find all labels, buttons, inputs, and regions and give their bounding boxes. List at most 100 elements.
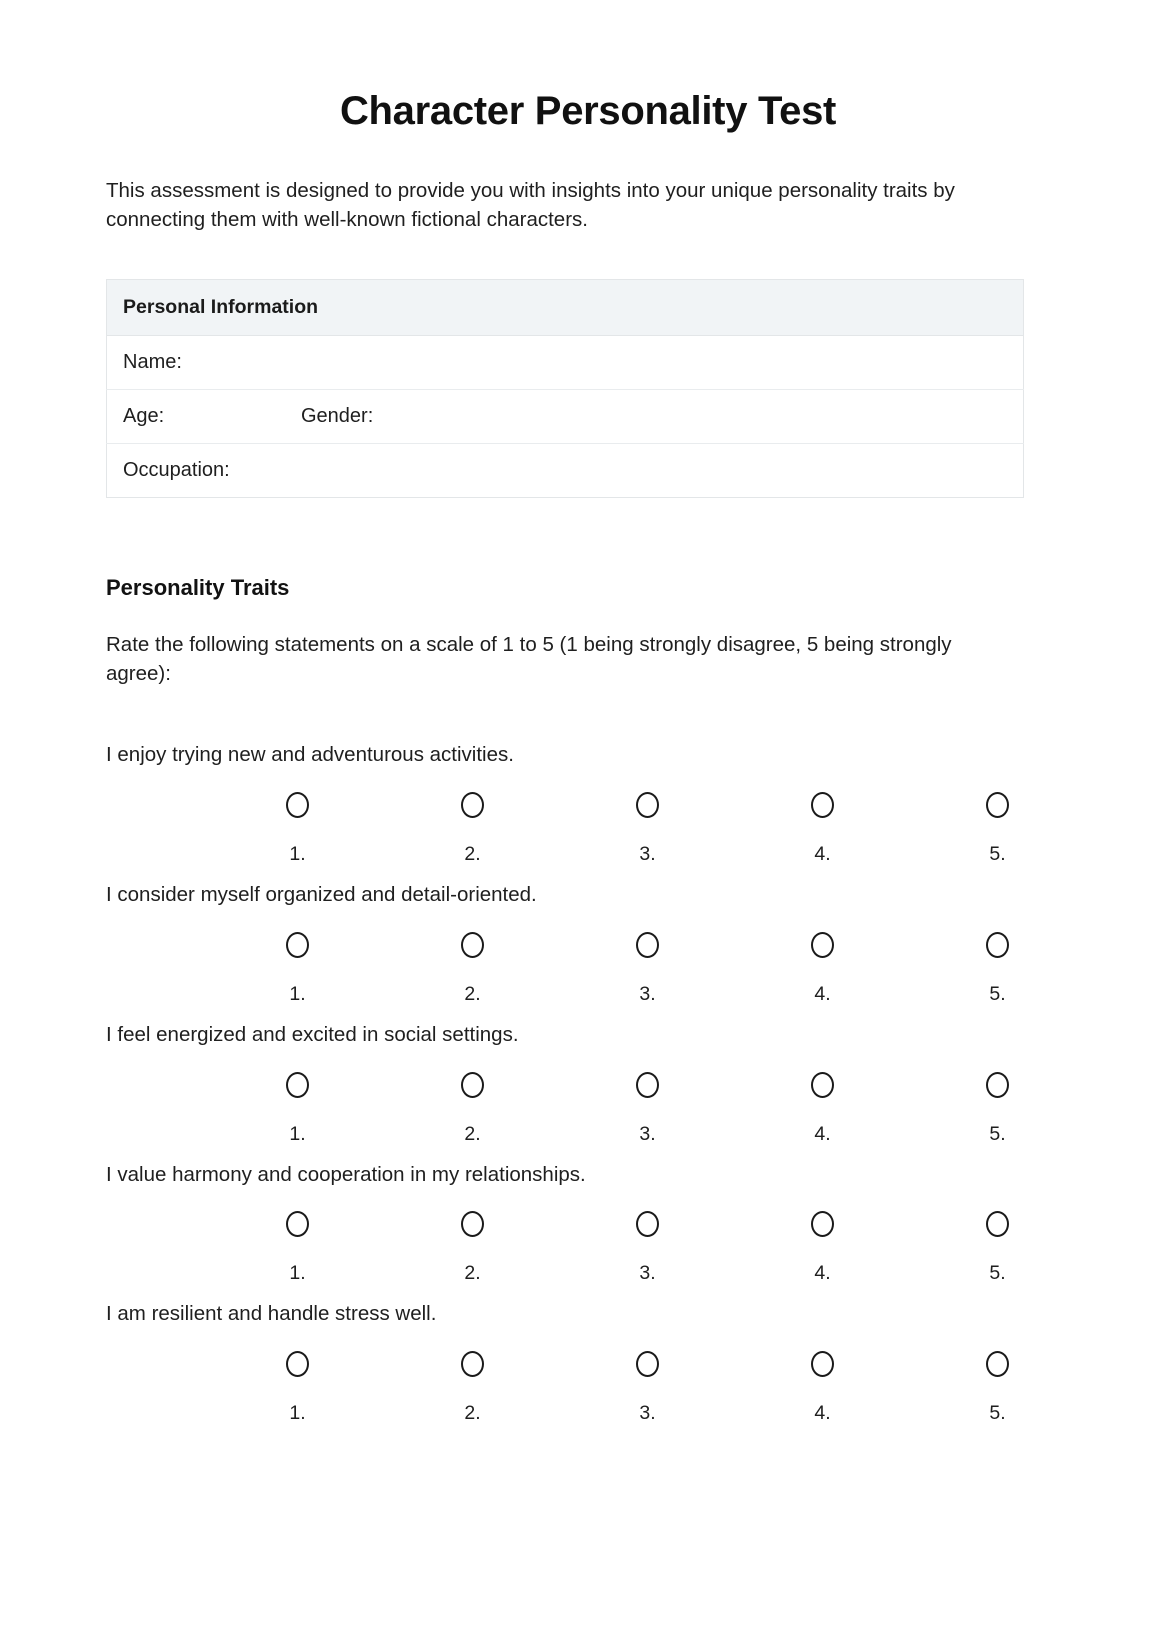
question-block: I value harmony and cooperation in my re… (106, 1146, 1070, 1286)
rating-scale-row: 1. 2. 3. 4. 5. (106, 1329, 1050, 1425)
radio-button-icon[interactable] (461, 1071, 484, 1098)
radio-button-icon[interactable] (986, 792, 1009, 819)
rating-option-label: 3. (639, 1122, 656, 1145)
rating-option-label: 2. (464, 1262, 481, 1285)
rating-option-label: 1. (289, 982, 306, 1005)
rating-option-label: 2. (464, 843, 481, 866)
rating-option[interactable]: 3. (560, 1350, 735, 1425)
rating-option[interactable]: 1. (210, 931, 385, 1006)
radio-button-icon[interactable] (986, 931, 1009, 958)
age-gender-pair: Age: Gender: (123, 405, 1023, 428)
table-row-occupation[interactable]: Occupation: (106, 443, 1024, 498)
rating-instructions: Rate the following statements on a scale… (106, 633, 952, 686)
name-label: Name: (123, 351, 182, 374)
age-gender-cell[interactable]: Age: Gender: (106, 389, 1024, 445)
radio-button-icon[interactable] (461, 1350, 484, 1377)
radio-button-icon[interactable] (811, 792, 834, 819)
table-row-name[interactable]: Name: (106, 335, 1024, 391)
rating-option[interactable]: 3. (560, 931, 735, 1006)
rating-option[interactable]: 5. (910, 1211, 1085, 1285)
rating-option[interactable]: 4. (735, 931, 910, 1006)
rating-option-label: 3. (639, 1262, 656, 1285)
radio-button-icon[interactable] (986, 1350, 1009, 1377)
rating-option[interactable]: 5. (910, 931, 1085, 1006)
radio-button-icon[interactable] (461, 931, 484, 958)
rating-option[interactable]: 1. (210, 792, 385, 866)
occupation-cell[interactable]: Occupation: (106, 443, 1024, 498)
radio-button-icon[interactable] (286, 792, 309, 819)
question-block: I am resilient and handle stress well. 1.… (106, 1285, 1070, 1425)
question-statement: I consider myself organized and detail-o… (106, 883, 537, 907)
personal-information-table: Personal Information Name: Age: (106, 279, 1024, 499)
radio-button-icon[interactable] (986, 1211, 1009, 1238)
rating-option[interactable]: 3. (560, 1071, 735, 1146)
rating-scale-row: 1. 2. 3. 4. 5. (106, 1050, 1050, 1146)
rating-option-label: 5. (989, 1122, 1006, 1145)
rating-option-label: 2. (464, 1122, 481, 1145)
rating-option-label: 2. (464, 1401, 481, 1424)
rating-option[interactable]: 4. (735, 1071, 910, 1146)
radio-button-icon[interactable] (811, 931, 834, 958)
radio-button-icon[interactable] (461, 792, 484, 819)
rating-option[interactable]: 3. (560, 1211, 735, 1285)
radio-button-icon[interactable] (461, 1211, 484, 1238)
rating-option-label: 4. (814, 843, 831, 866)
gender-field[interactable]: Gender: (301, 405, 1023, 428)
rating-option-label: 4. (814, 1122, 831, 1145)
radio-button-icon[interactable] (286, 1071, 309, 1098)
radio-button-icon[interactable] (636, 792, 659, 819)
rating-option[interactable]: 2. (385, 1071, 560, 1146)
radio-button-icon[interactable] (811, 1071, 834, 1098)
rating-option-label: 5. (989, 1401, 1006, 1424)
rating-option[interactable]: 4. (735, 1211, 910, 1285)
radio-button-icon[interactable] (811, 1350, 834, 1377)
rating-scale-row: 1. 2. 3. 4. 5. (106, 1189, 1050, 1285)
rating-scale-row: 1. 2. 3. 4. 5. (106, 910, 1050, 1006)
name-cell[interactable]: Name: (106, 335, 1024, 391)
radio-button-icon[interactable] (636, 1071, 659, 1098)
radio-button-icon[interactable] (986, 1071, 1009, 1098)
rating-option-label: 3. (639, 843, 656, 866)
rating-option[interactable]: 2. (385, 792, 560, 866)
rating-option[interactable]: 3. (560, 792, 735, 866)
question-block: I enjoy trying new and adventurous activ… (106, 726, 1070, 866)
age-label: Age: (123, 405, 165, 428)
rating-option[interactable]: 1. (210, 1071, 385, 1146)
radio-button-icon[interactable] (286, 1211, 309, 1238)
rating-option-label: 4. (814, 1262, 831, 1285)
rating-option[interactable]: 2. (385, 1350, 560, 1425)
rating-option-label: 5. (989, 982, 1006, 1005)
rating-option[interactable]: 5. (910, 1350, 1085, 1425)
rating-option[interactable]: 5. (910, 792, 1085, 866)
table-header-row: Personal Information (106, 279, 1024, 337)
rating-option[interactable]: 5. (910, 1071, 1085, 1146)
question-block: I consider myself organized and detail-o… (106, 866, 1070, 1006)
rating-option-label: 1. (289, 843, 306, 866)
radio-button-icon[interactable] (811, 1211, 834, 1238)
radio-button-icon[interactable] (636, 1350, 659, 1377)
rating-option[interactable]: 1. (210, 1211, 385, 1285)
rating-scale-row: 1. 2. 3. 4. 5. (106, 770, 1050, 866)
section-title-personality-traits: Personality Traits (106, 575, 290, 601)
rating-option[interactable]: 2. (385, 931, 560, 1006)
rating-option-label: 5. (989, 843, 1006, 866)
radio-button-icon[interactable] (636, 931, 659, 958)
question-statement: I feel energized and excited in social s… (106, 1022, 519, 1046)
rating-option[interactable]: 1. (210, 1350, 385, 1425)
rating-option[interactable]: 4. (735, 1350, 910, 1425)
age-field[interactable]: Age: (123, 405, 301, 428)
table-row-age-gender[interactable]: Age: Gender: (106, 389, 1024, 445)
radio-button-icon[interactable] (286, 931, 309, 958)
occupation-label: Occupation: (123, 459, 230, 482)
radio-button-icon[interactable] (636, 1211, 659, 1238)
rating-option[interactable]: 4. (735, 792, 910, 866)
rating-option-label: 2. (464, 982, 481, 1005)
rating-option-label: 4. (814, 982, 831, 1005)
rating-option-label: 5. (989, 1262, 1006, 1285)
rating-option[interactable]: 2. (385, 1211, 560, 1285)
radio-button-icon[interactable] (286, 1350, 309, 1377)
question-statement: I am resilient and handle stress well. (106, 1302, 437, 1326)
rating-option-label: 3. (639, 982, 656, 1005)
gender-label: Gender: (301, 405, 374, 428)
